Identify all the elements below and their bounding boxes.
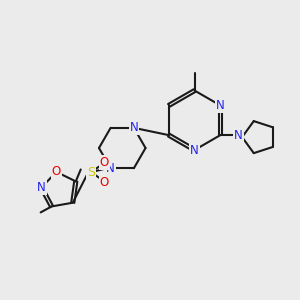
Text: N: N	[106, 162, 115, 175]
Text: N: N	[216, 99, 225, 112]
Text: O: O	[52, 165, 61, 178]
Text: S: S	[87, 166, 95, 178]
Text: N: N	[234, 129, 243, 142]
Text: N: N	[190, 143, 199, 157]
Text: O: O	[100, 176, 109, 189]
Text: N: N	[37, 181, 46, 194]
Text: O: O	[100, 156, 109, 169]
Text: N: N	[130, 122, 138, 134]
